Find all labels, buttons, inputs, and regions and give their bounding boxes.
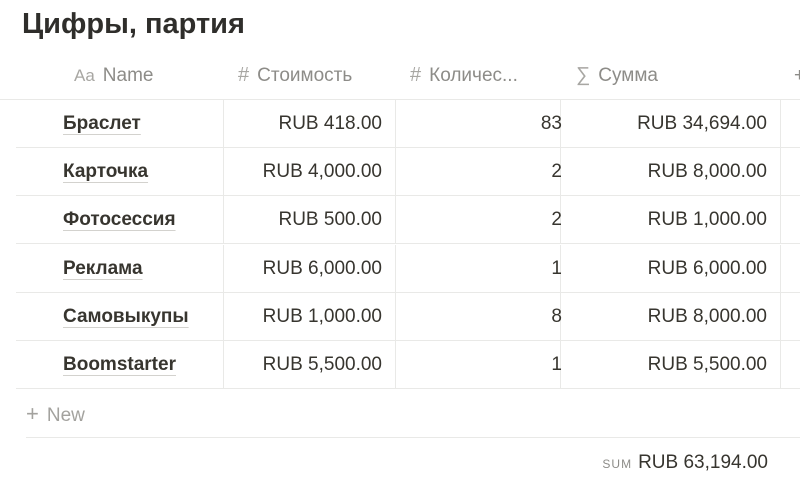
table-row[interactable]: Карточка RUB 4,000.00 2 RUB 8,000.00 — [16, 148, 800, 197]
text-type-icon: Aa — [74, 66, 95, 85]
divider — [560, 148, 561, 197]
divider — [223, 196, 224, 245]
quantity-cell[interactable]: 2 — [551, 161, 562, 183]
divider — [395, 244, 396, 293]
divider — [395, 341, 396, 389]
quantity-cell[interactable]: 2 — [551, 209, 562, 231]
table-header: Aa Name # Стоимость # Количес... ∑ Сумма + — [0, 52, 800, 100]
table-row[interactable]: Реклама RUB 6,000.00 1 RUB 6,000.00 — [16, 244, 800, 293]
number-type-icon: # — [410, 64, 422, 86]
divider — [780, 148, 781, 197]
table-row[interactable]: Самовыкупы RUB 1,000.00 8 RUB 8,000.00 — [16, 292, 800, 341]
table-row[interactable]: Браслет RUB 418.00 83 RUB 34,694.00 — [16, 100, 800, 148]
name-cell[interactable]: Boomstarter — [63, 354, 176, 375]
plus-icon: + — [26, 401, 39, 426]
column-header-name[interactable]: Aa Name — [74, 52, 153, 99]
table-row[interactable]: Фотосессия RUB 500.00 2 RUB 1,000.00 — [16, 196, 800, 245]
quantity-cell[interactable]: 8 — [551, 305, 562, 327]
cost-cell[interactable]: RUB 418.00 — [278, 113, 382, 134]
divider — [560, 196, 561, 245]
sum-cell[interactable]: RUB 8,000.00 — [647, 161, 767, 183]
new-label: New — [46, 405, 85, 426]
divider — [560, 341, 561, 389]
divider — [780, 244, 781, 293]
sum-footer[interactable]: SUM RUB 63,194.00 — [602, 452, 768, 474]
column-header-sum[interactable]: ∑ Сумма — [576, 52, 658, 99]
column-header-cost[interactable]: # Стоимость — [238, 52, 352, 99]
table-row[interactable]: Boomstarter RUB 5,500.00 1 RUB 5,500.00 — [16, 341, 800, 389]
divider — [223, 244, 224, 293]
name-cell[interactable]: Реклама — [63, 257, 143, 279]
name-cell[interactable]: Фотосессия — [63, 209, 176, 231]
cost-cell[interactable]: RUB 1,000.00 — [262, 305, 382, 327]
divider — [560, 244, 561, 293]
divider — [560, 292, 561, 341]
cost-cell[interactable]: RUB 4,000.00 — [262, 161, 382, 183]
divider — [780, 341, 781, 389]
formula-icon: ∑ — [576, 64, 591, 86]
sum-label: SUM — [602, 457, 633, 471]
quantity-cell[interactable]: 83 — [540, 113, 562, 134]
column-label: Сумма — [598, 65, 658, 86]
divider — [223, 341, 224, 389]
sum-cell[interactable]: RUB 6,000.00 — [647, 257, 767, 279]
number-type-icon: # — [238, 64, 250, 86]
divider — [780, 292, 781, 341]
column-header-quantity[interactable]: # Количес... — [410, 52, 518, 99]
quantity-cell[interactable]: 1 — [551, 257, 562, 279]
divider — [395, 148, 396, 197]
sum-cell[interactable]: RUB 34,694.00 — [637, 113, 767, 134]
divider — [395, 196, 396, 245]
column-label: Name — [102, 65, 154, 86]
cost-cell[interactable]: RUB 5,500.00 — [262, 354, 382, 375]
divider — [560, 100, 561, 148]
name-cell[interactable]: Самовыкупы — [63, 305, 189, 327]
divider — [395, 100, 396, 148]
name-cell[interactable]: Карточка — [63, 161, 149, 183]
sum-cell[interactable]: RUB 5,500.00 — [647, 354, 767, 375]
new-row-button[interactable]: + New — [26, 390, 800, 438]
page-title: Цифры, партия — [22, 8, 245, 40]
cost-cell[interactable]: RUB 500.00 — [278, 209, 382, 231]
cost-cell[interactable]: RUB 6,000.00 — [262, 257, 382, 279]
divider — [223, 148, 224, 197]
divider — [223, 100, 224, 148]
name-cell[interactable]: Браслет — [63, 113, 141, 134]
sum-value: RUB 63,194.00 — [638, 452, 768, 473]
divider — [223, 292, 224, 341]
sum-cell[interactable]: RUB 8,000.00 — [647, 305, 767, 327]
add-column-button[interactable]: + — [794, 65, 800, 86]
divider — [395, 292, 396, 341]
quantity-cell[interactable]: 1 — [551, 354, 562, 375]
sum-cell[interactable]: RUB 1,000.00 — [647, 209, 767, 231]
divider — [780, 100, 781, 148]
column-label: Стоимость — [257, 65, 353, 86]
column-label: Количес... — [429, 65, 518, 86]
divider — [780, 196, 781, 245]
